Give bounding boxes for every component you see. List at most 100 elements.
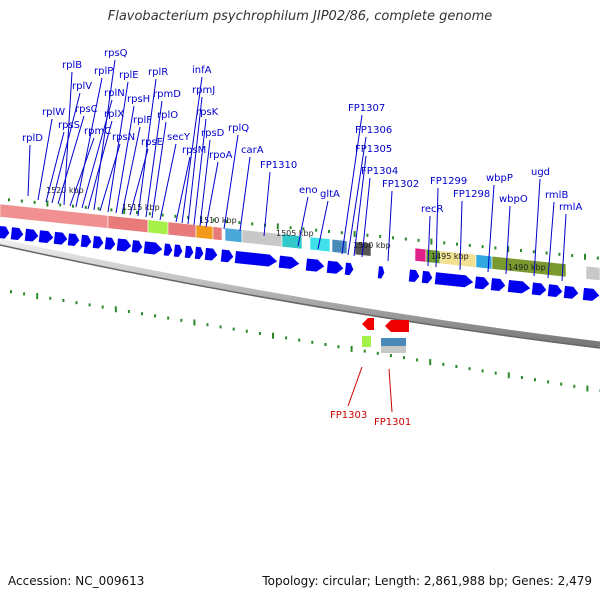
gene-label[interactable]: rpsS [58,120,80,131]
gene-label[interactable]: gltA [320,189,340,200]
gene-label[interactable]: wbpP [486,173,513,184]
gene-label[interactable]: recR [421,204,444,215]
tick-mark [507,372,510,379]
feature-band [309,236,331,253]
tick-mark [148,212,151,216]
gene-label[interactable]: rpmC [84,126,111,137]
gene-arrow-forward [234,251,278,267]
tick-mark [272,332,274,339]
kbp-marker: 1495 kbp [431,252,469,261]
leader-line [317,200,329,250]
tick-mark [141,312,143,316]
gene-label[interactable]: rplN [104,88,125,99]
gene-label[interactable]: rpmD [153,89,181,100]
gene-label[interactable]: rpsH [127,94,150,105]
gene-label[interactable]: secY [167,132,191,143]
leader-line [93,59,116,211]
gene-arrow-forward [434,272,474,288]
gene-label[interactable]: FP1302 [382,179,419,190]
gene-label[interactable]: rplP [94,66,113,77]
tick-row-bottom [10,290,600,393]
gene-label[interactable]: rplO [157,110,178,121]
tick-mark [23,292,26,296]
tick-mark [573,384,576,388]
tick-mark [315,228,318,232]
gene-label[interactable]: rplB [62,60,82,71]
gene-arrow-shape [92,235,104,249]
gene-label[interactable]: rplW [42,107,65,118]
gene-label[interactable]: rpoA [209,150,233,161]
gene-label[interactable]: rplV [72,81,92,92]
gene-label[interactable]: rpsK [196,107,219,118]
gene-label[interactable]: rpsD [201,128,225,139]
gene-arrow-shape [474,276,490,290]
gene-label[interactable]: rplR [148,67,168,78]
gene-label-reverse[interactable]: FP1301 [374,417,411,428]
tick-mark [520,376,523,380]
gene-label[interactable]: rplQ [228,123,249,134]
gene-label[interactable]: FP1306 [355,125,392,136]
gene-label[interactable]: ugd [531,167,550,178]
gene-arrow-forward [184,245,194,259]
gene-label[interactable]: infA [192,65,212,76]
tick-mark [75,301,78,305]
gene-arrow-shape [220,249,234,263]
gene-arrow-shape [507,279,531,294]
leader-line [193,118,207,226]
gene-label[interactable]: rplE [119,70,139,81]
gene-label[interactable]: rpsC [75,104,98,115]
gene-label[interactable]: eno [299,185,318,196]
tick-mark [245,329,248,333]
gene-label[interactable]: rpsE [141,137,163,148]
kbp-marker: 1510 kbp [199,216,237,225]
gene-arrow-forward [53,231,68,245]
tick-mark [429,359,432,366]
leader-line [181,76,203,224]
tick-mark [560,382,563,386]
gene-label-reverse[interactable]: FP1303 [330,410,367,421]
gene-label[interactable]: FP1310 [260,160,297,171]
tick-mark [161,213,164,217]
gene-label[interactable]: rpmJ [192,85,215,96]
gene-arrow-shape [53,231,68,245]
gene-arrow-forward [344,262,354,276]
gene-label[interactable]: FP1299 [430,176,467,187]
gene-label[interactable]: rpsM [182,145,206,156]
tick-mark [258,331,261,335]
gene-arrow-shape [173,244,183,257]
gene-label[interactable]: rplD [22,133,43,144]
gene-label[interactable]: rpsN [112,132,135,143]
tick-mark [596,256,599,260]
leader-line [347,136,367,256]
gene-label[interactable]: rpsQ [104,48,128,59]
feature-band [0,203,109,229]
gene-arrow-forward [194,246,204,260]
gene-arrow-forward [173,244,183,257]
tick-mark [389,354,392,358]
leader-line [547,201,555,279]
leader-line [239,156,251,232]
gene-label[interactable]: FP1298 [453,189,490,200]
gene-label[interactable]: wbpO [499,194,528,205]
leader-line [151,121,167,219]
gene-label[interactable]: carA [241,145,264,156]
tick-mark [404,237,407,241]
gene-arrow-shape [434,272,474,288]
leader-line [27,144,31,197]
gene-label[interactable]: FP1307 [348,103,385,114]
kbp-marker: 1515 kbp [122,203,160,212]
gene-arrow-shape [116,238,132,252]
tick-mark [127,309,130,313]
leader-line [205,161,219,228]
tick-mark [285,336,288,340]
page-title: Flavobacterium psychrophilum JIP02/86, c… [107,9,493,24]
gene-label[interactable]: rmlA [559,202,582,213]
gene-label[interactable]: rplF [133,115,152,126]
gene-label[interactable]: rplX [104,109,124,120]
tick-mark [324,342,327,346]
gene-label[interactable]: FP1305 [355,144,392,155]
gene-label[interactable]: FP1304 [361,166,398,177]
gene-label[interactable]: rmlB [545,190,568,201]
gene-arrow-forward [490,278,506,291]
leader-line [175,156,191,223]
